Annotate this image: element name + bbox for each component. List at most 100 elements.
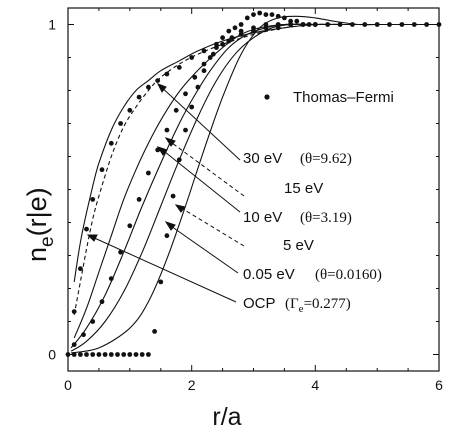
tf-point-2-16	[164, 233, 170, 239]
tf-point-2-24	[214, 45, 219, 50]
tf-point-2-37	[294, 18, 300, 24]
arrow-10ev-head	[156, 146, 168, 156]
tf-point-1-2	[90, 319, 96, 324]
tf-point-0-19	[263, 25, 269, 31]
label-30ev-theta: (θ=9.62)	[300, 151, 352, 167]
tf-point-2-13	[146, 352, 151, 357]
tf-point-2-31	[257, 10, 263, 16]
tf-point-2-17	[170, 193, 176, 199]
label-30ev: 30 eV	[243, 150, 282, 167]
tf-point-2-28	[238, 22, 244, 27]
tf-point-2-10	[127, 352, 133, 357]
tf-point-2-25	[220, 35, 226, 41]
thomas-fermi-markers	[65, 10, 442, 357]
tf-point-0-24	[325, 22, 331, 27]
x-tick-label: 6	[435, 377, 443, 393]
x-tick-label: 2	[188, 377, 196, 393]
label-ocp-gamma-sub: e	[299, 303, 304, 315]
tf-point-2-35	[282, 15, 287, 21]
tf-point-0-4	[99, 167, 105, 173]
axis-tick-labels: 0 2 4 6 0 1	[48, 17, 443, 394]
tf-point-2-29	[244, 15, 250, 21]
tf-point-0-28	[374, 22, 380, 27]
tf-point-1-21	[275, 22, 281, 27]
y-axis-label: ne(r|e)	[22, 187, 58, 262]
tf-point-0-1	[78, 266, 83, 272]
tf-point-2-22	[201, 68, 207, 74]
tf-point-0-14	[201, 48, 207, 54]
curve-2	[73, 23, 439, 339]
tf-point-0-12	[176, 65, 182, 70]
tf-point-2-2	[78, 352, 83, 357]
curve-5	[70, 15, 439, 354]
tf-point-0-16	[226, 38, 232, 44]
label-10ev-theta: (θ=3.19)	[300, 210, 352, 226]
label-0-05ev: 0.05 eV	[243, 266, 295, 283]
tf-point-1-17	[229, 35, 235, 41]
tf-point-0-17	[238, 32, 244, 37]
tf-point-2-33	[269, 12, 275, 17]
tf-point-2-15	[158, 279, 164, 285]
y-axis-label-sub: e	[37, 236, 58, 247]
tf-point-2-7	[108, 352, 114, 357]
tf-point-2-39	[306, 22, 312, 27]
tf-point-2-40	[312, 22, 318, 27]
tf-point-2-20	[189, 104, 195, 110]
label-ocp-gamma: (Γe=0.277)	[285, 296, 351, 315]
tf-point-0-20	[275, 25, 281, 31]
tf-point-0-25	[337, 22, 343, 27]
label-ocp: OCP	[243, 295, 276, 312]
tf-point-0-6	[118, 121, 123, 126]
arrow-15ev-head	[164, 137, 176, 147]
arrow-0-05ev	[167, 223, 239, 274]
y-axis-label-main: n	[22, 247, 52, 262]
tf-point-2-1	[71, 352, 77, 357]
tf-point-0-32	[424, 22, 429, 27]
tf-point-1-4	[108, 276, 114, 281]
axis-ticks	[67, 8, 440, 371]
tf-point-2-6	[102, 352, 108, 357]
tf-point-1-13	[192, 74, 198, 80]
arrow-ocp	[89, 235, 237, 303]
tf-point-1-20	[263, 22, 269, 27]
tf-point-1-18	[238, 28, 244, 34]
tf-point-1-5	[118, 249, 123, 255]
tf-point-1-10	[164, 127, 170, 133]
tf-point-0-13	[189, 55, 195, 60]
x-axis-label: r/a	[212, 403, 241, 431]
tf-point-2-38	[300, 22, 306, 27]
tf-point-2-18	[176, 157, 182, 163]
curve-4	[70, 23, 439, 352]
y-tick-label: 0	[48, 347, 56, 363]
tf-point-0-18	[251, 28, 256, 34]
tf-point-2-9	[121, 352, 127, 357]
tf-point-1-8	[146, 170, 151, 176]
tf-point-2-30	[251, 12, 256, 17]
label-15ev: 15 eV	[284, 180, 323, 197]
legend-marker	[264, 94, 270, 100]
label-0-05ev-theta: (θ=0.0160)	[315, 267, 382, 283]
tf-point-0-10	[155, 78, 161, 83]
tf-point-0-0	[71, 309, 77, 314]
tf-point-1-16	[220, 41, 226, 47]
tf-point-2-12	[139, 352, 145, 357]
tf-point-1-15	[210, 51, 216, 57]
x-tick-label: 0	[64, 377, 72, 393]
tf-point-0-3	[90, 197, 96, 202]
tf-point-2-26	[226, 28, 232, 34]
tf-point-0-31	[411, 22, 417, 27]
arrow-10ev	[159, 147, 241, 213]
tf-point-1-0	[71, 342, 77, 347]
arrow-0-05ev-head	[164, 221, 176, 231]
arrow-30ev-head	[156, 83, 167, 93]
model-curves	[70, 15, 439, 354]
x-tick-label: 4	[311, 377, 319, 393]
arrow-5ev	[177, 205, 245, 247]
tf-point-1-6	[127, 223, 133, 229]
tf-point-2-23	[207, 55, 213, 60]
tf-point-0-7	[127, 107, 133, 113]
arrow-30ev	[157, 83, 241, 161]
y-tick-label: 1	[48, 17, 56, 33]
tf-point-2-3	[84, 352, 89, 357]
